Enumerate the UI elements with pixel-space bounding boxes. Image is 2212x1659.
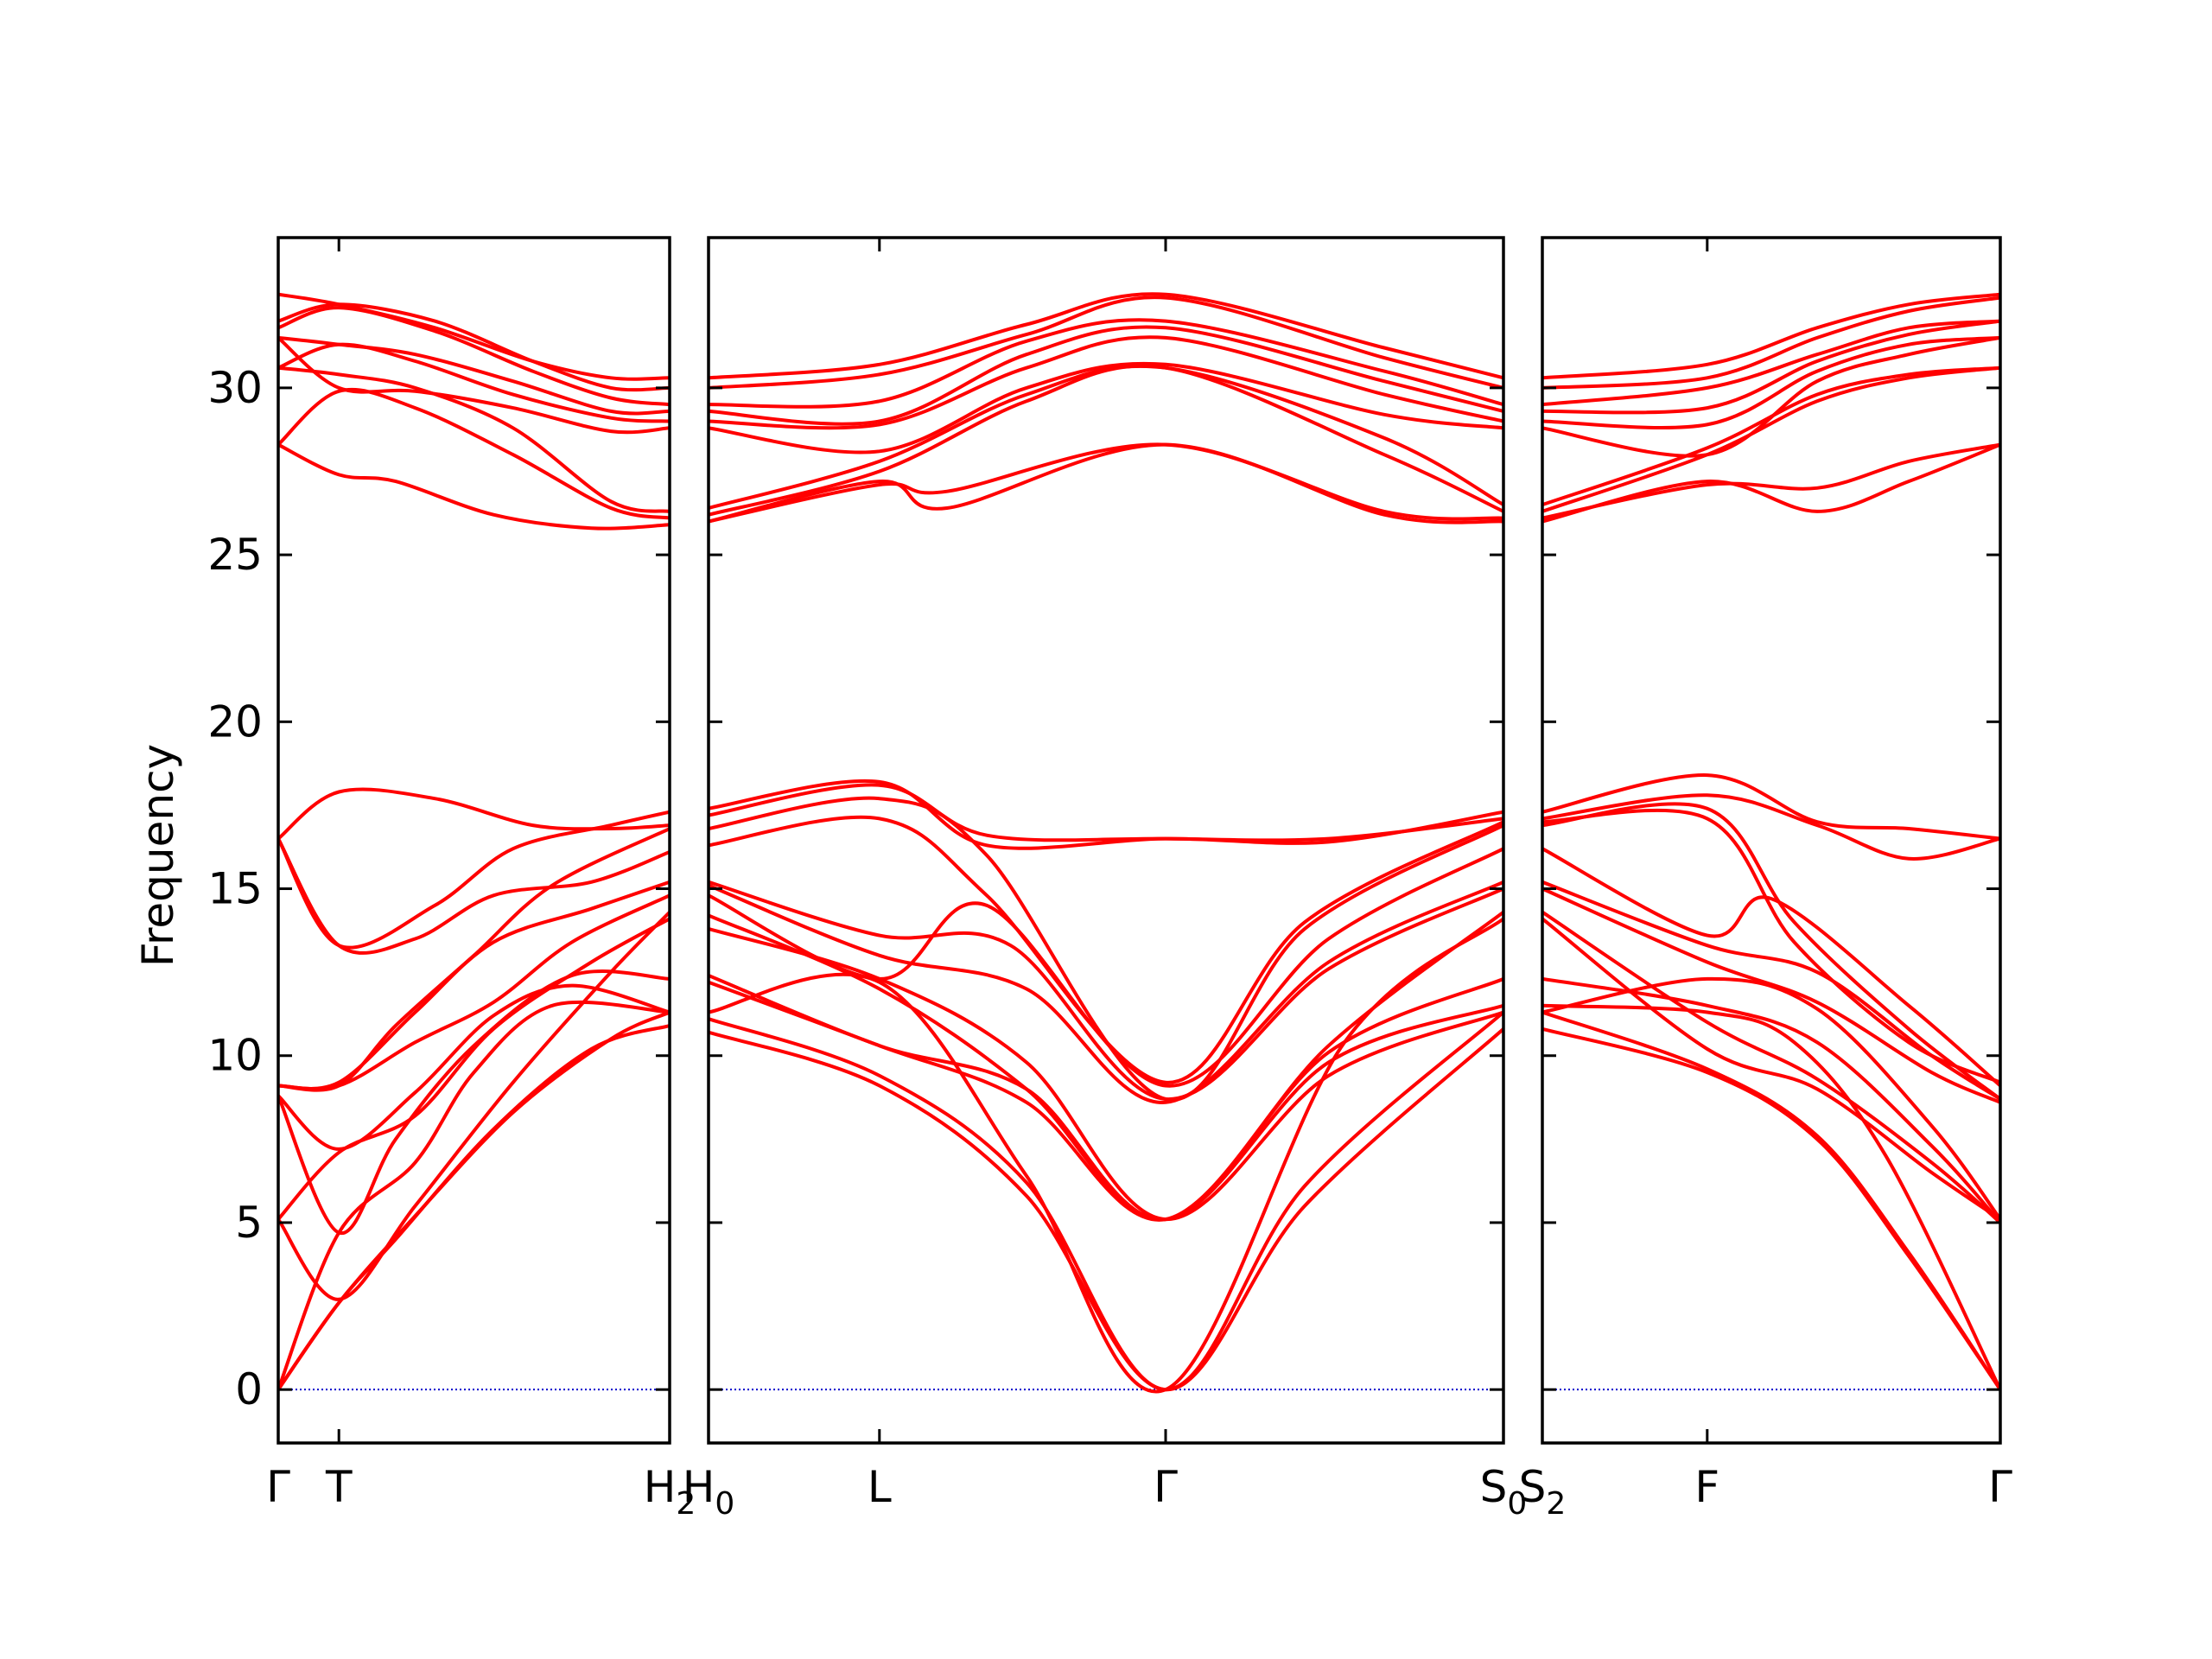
band-line bbox=[709, 296, 1503, 390]
band-line bbox=[709, 292, 1503, 380]
x-tick-label: Γ bbox=[266, 1462, 290, 1512]
band-line bbox=[709, 335, 1503, 430]
band-line bbox=[1542, 319, 2000, 415]
band-line bbox=[278, 917, 670, 1221]
panel-frame bbox=[707, 236, 1505, 1445]
y-axis-label: Frequency bbox=[133, 744, 183, 967]
band-line bbox=[278, 292, 670, 381]
band-line bbox=[278, 983, 670, 1151]
y-tick-label: 5 bbox=[235, 1198, 263, 1248]
band-line bbox=[709, 361, 1503, 454]
panel-frame bbox=[1541, 236, 2002, 1445]
band-line bbox=[1542, 808, 2000, 1084]
band-line bbox=[1542, 847, 2000, 1088]
y-tick-label: 10 bbox=[207, 1031, 263, 1081]
y-tick-label: 0 bbox=[235, 1364, 263, 1414]
band-line bbox=[278, 336, 670, 435]
band-line bbox=[278, 837, 670, 955]
band-line bbox=[1542, 976, 2000, 1221]
band-line bbox=[709, 1027, 1503, 1392]
band-line bbox=[1542, 1003, 2000, 1391]
band-line bbox=[709, 880, 1503, 1104]
band-line bbox=[709, 318, 1503, 409]
band-line bbox=[1542, 773, 2000, 841]
band-line bbox=[709, 1010, 1503, 1392]
band-line bbox=[709, 779, 1503, 850]
band-line bbox=[278, 365, 670, 513]
band-line bbox=[1542, 365, 2000, 506]
band-line bbox=[1542, 319, 2000, 407]
band-line bbox=[278, 1024, 670, 1391]
y-tick-label: 30 bbox=[207, 363, 263, 413]
band-line bbox=[278, 387, 670, 520]
band-line bbox=[1542, 880, 2000, 1101]
y-tick-label: 25 bbox=[207, 530, 263, 580]
x-tick-label: Γ bbox=[1988, 1462, 2012, 1512]
x-tick-label: L bbox=[868, 1462, 892, 1512]
band-line bbox=[1542, 793, 2000, 861]
band-line bbox=[278, 810, 670, 950]
x-tick-label: S2 bbox=[1519, 1462, 1567, 1522]
band-line bbox=[278, 880, 670, 1090]
band-line bbox=[709, 913, 1503, 1222]
band-line bbox=[278, 827, 670, 1092]
y-tick-label: 20 bbox=[207, 696, 263, 747]
band-line bbox=[1542, 1010, 2000, 1391]
panel-frame bbox=[276, 236, 671, 1445]
band-line bbox=[1542, 335, 2000, 458]
x-tick-label: F bbox=[1694, 1462, 1719, 1512]
x-tick-label: Γ bbox=[1154, 1462, 1178, 1512]
band-line bbox=[278, 969, 670, 1235]
band-line bbox=[709, 364, 1503, 517]
band-line bbox=[1542, 887, 2000, 1104]
band-line bbox=[709, 442, 1503, 524]
y-tick-label: 15 bbox=[207, 864, 263, 914]
band-line bbox=[709, 364, 1503, 510]
band-line bbox=[1542, 1027, 2000, 1391]
band-line bbox=[1542, 335, 2000, 429]
band-line bbox=[709, 926, 1503, 1222]
band-line bbox=[709, 325, 1503, 426]
band-line bbox=[1542, 296, 2000, 390]
band-line bbox=[278, 306, 670, 407]
band-line bbox=[278, 1010, 670, 1391]
band-line bbox=[1542, 802, 2000, 1101]
band-line bbox=[278, 1000, 670, 1390]
band-line bbox=[1542, 917, 2000, 1221]
band-line bbox=[278, 787, 670, 841]
band-line bbox=[1542, 442, 2000, 520]
band-line bbox=[709, 796, 1503, 1102]
band-line bbox=[1542, 442, 2000, 524]
x-tick-label: T bbox=[325, 1462, 353, 1512]
band-line bbox=[1542, 976, 2000, 1224]
band-line bbox=[278, 442, 670, 531]
band-line bbox=[1542, 910, 2000, 1224]
band-line bbox=[709, 783, 1503, 842]
band-line bbox=[709, 442, 1503, 524]
band-line bbox=[278, 335, 670, 416]
band-line bbox=[1542, 365, 2000, 513]
band-line bbox=[1542, 292, 2000, 380]
band-line bbox=[709, 880, 1503, 1102]
